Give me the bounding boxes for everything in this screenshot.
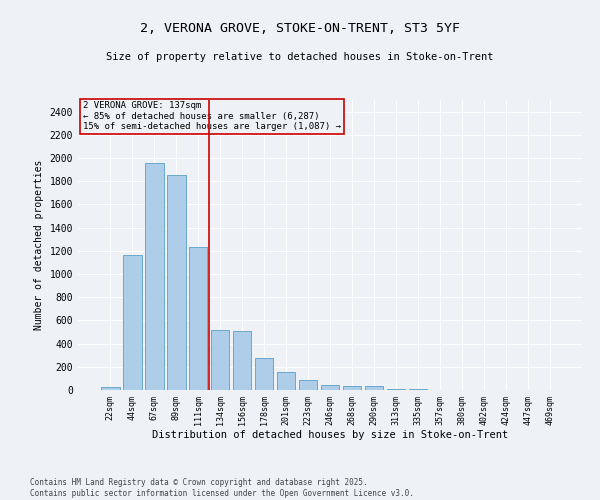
Bar <box>320 385 340 390</box>
Bar <box>189 248 208 390</box>
Y-axis label: Number of detached properties: Number of detached properties <box>34 160 44 330</box>
Bar <box>277 372 295 390</box>
Bar <box>233 331 251 390</box>
Bar <box>386 389 405 390</box>
Bar <box>299 380 317 390</box>
Bar <box>365 386 383 390</box>
Text: Contains HM Land Registry data © Crown copyright and database right 2025.
Contai: Contains HM Land Registry data © Crown c… <box>30 478 414 498</box>
Text: 2, VERONA GROVE, STOKE-ON-TRENT, ST3 5YF: 2, VERONA GROVE, STOKE-ON-TRENT, ST3 5YF <box>140 22 460 35</box>
Bar <box>167 176 185 390</box>
Text: 2 VERONA GROVE: 137sqm
← 85% of detached houses are smaller (6,287)
15% of semi-: 2 VERONA GROVE: 137sqm ← 85% of detached… <box>83 102 341 132</box>
Bar <box>255 358 274 390</box>
X-axis label: Distribution of detached houses by size in Stoke-on-Trent: Distribution of detached houses by size … <box>152 430 508 440</box>
Bar <box>145 162 164 390</box>
Bar <box>343 386 361 390</box>
Text: Size of property relative to detached houses in Stoke-on-Trent: Size of property relative to detached ho… <box>106 52 494 62</box>
Bar <box>211 330 229 390</box>
Bar <box>101 387 119 390</box>
Bar <box>123 256 142 390</box>
